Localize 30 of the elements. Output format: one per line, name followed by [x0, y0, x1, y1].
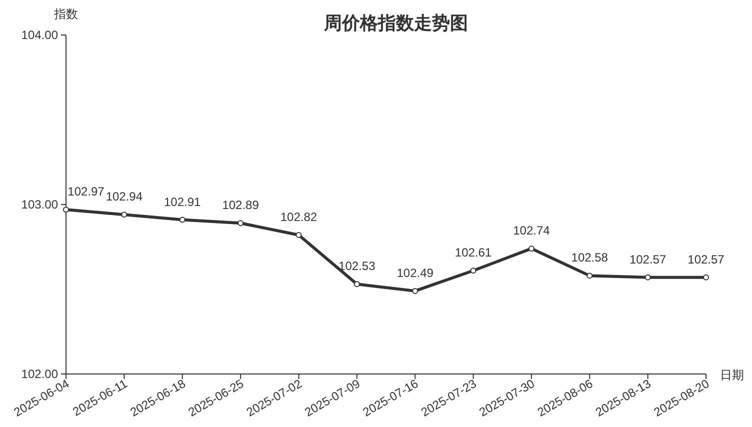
point — [644, 274, 651, 280]
data-label: 102.91 — [164, 194, 202, 209]
data-label: 102.49 — [396, 266, 434, 280]
point — [238, 220, 244, 226]
point — [354, 281, 360, 288]
data-label: 102.61 — [454, 246, 492, 260]
chart-title: 周价格指数走势图 — [323, 13, 468, 33]
point — [528, 246, 534, 252]
point — [586, 272, 593, 279]
point — [703, 274, 709, 280]
data-label: 102.97 — [68, 184, 105, 199]
data-label: 102.82 — [280, 210, 318, 224]
data-label: 102.57 — [688, 252, 725, 266]
point — [412, 288, 418, 294]
point — [179, 216, 186, 223]
point — [470, 268, 476, 274]
point — [296, 232, 302, 238]
y-axis-title: 指数 — [53, 7, 78, 21]
data-label: 102.74 — [513, 224, 550, 238]
point — [63, 206, 69, 213]
point — [121, 212, 128, 218]
y-tick-label: 103.00 — [21, 198, 58, 212]
data-label: 102.94 — [106, 190, 143, 204]
data-label: 102.58 — [571, 250, 608, 265]
x-axis-title: 日期 — [720, 368, 744, 382]
data-label: 102.89 — [222, 198, 260, 212]
y-tick-label: 104.00 — [21, 28, 58, 42]
y-tick-label: 102.00 — [21, 367, 58, 381]
data-label: 102.53 — [338, 259, 376, 274]
data-label: 102.57 — [629, 252, 666, 266]
